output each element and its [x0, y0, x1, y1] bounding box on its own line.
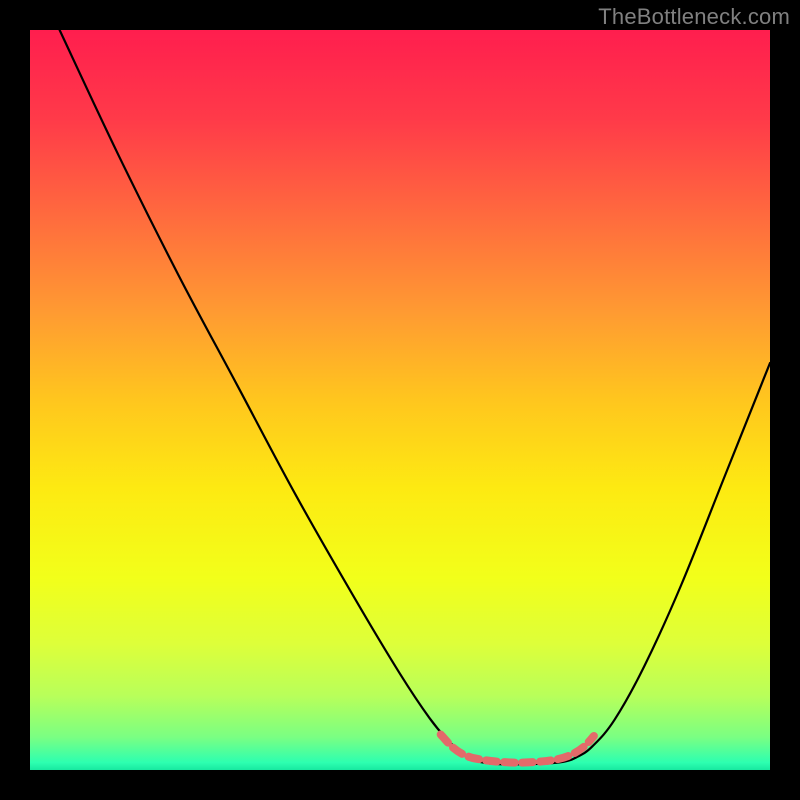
watermark-text: TheBottleneck.com — [598, 4, 790, 30]
plot-area — [30, 30, 770, 770]
gradient-background — [30, 30, 770, 770]
bottleneck-curve-chart — [30, 30, 770, 770]
chart-frame: TheBottleneck.com — [0, 0, 800, 800]
